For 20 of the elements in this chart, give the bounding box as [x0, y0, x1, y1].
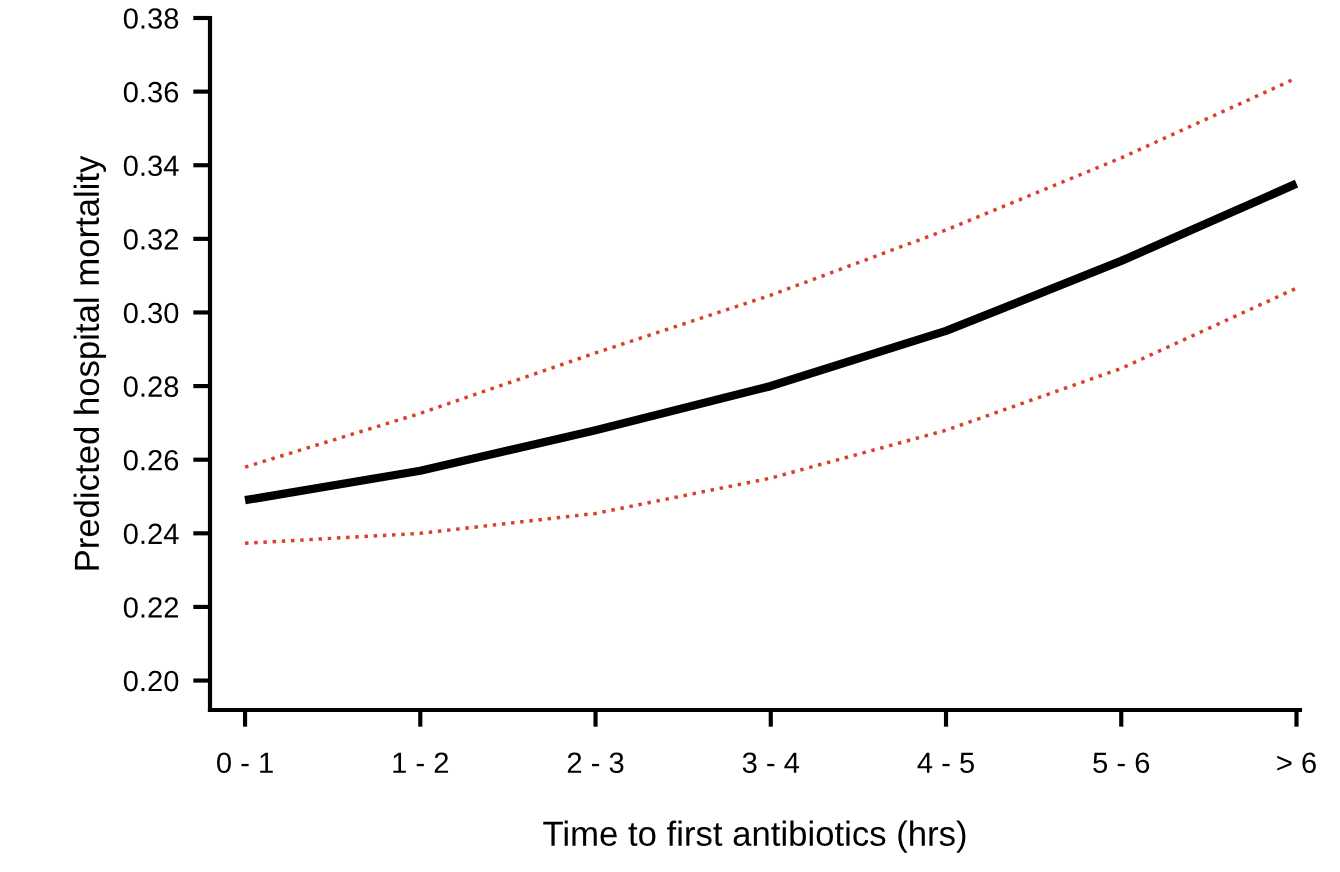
y-tick-label: 0.22 — [123, 597, 178, 618]
x-tick-label: 1 - 2 — [393, 752, 449, 773]
y-tick-label: 0.34 — [123, 155, 179, 177]
x-tick-label: 2 - 3 — [567, 752, 624, 774]
y-tick-label: 0.28 — [123, 376, 179, 397]
line-series — [243, 286, 1299, 545]
x-tick-label: 3 - 4 — [742, 752, 800, 774]
x-tick-label: > 6 — [1277, 752, 1316, 774]
y-tick-label: 0.36 — [123, 81, 179, 103]
y-tick-label: 0.32 — [123, 229, 178, 250]
x-tick-label: 5 - 6 — [1093, 752, 1150, 774]
y-tick-label: 0.24 — [123, 523, 179, 545]
y-tick-label: 0.26 — [123, 449, 179, 471]
x-axis-title: Time to first antibiotics (hrs) — [543, 820, 966, 853]
y-tick-label: 0.38 — [123, 8, 179, 29]
x-tick-label: 4 - 5 — [917, 752, 974, 774]
x-tick-label: 0 - 1 — [217, 752, 273, 774]
y-tick-label: 0.30 — [123, 302, 179, 324]
y-tick-label: 0.20 — [123, 670, 179, 692]
y-axis-title: Predicted hospital mortality — [73, 155, 107, 570]
